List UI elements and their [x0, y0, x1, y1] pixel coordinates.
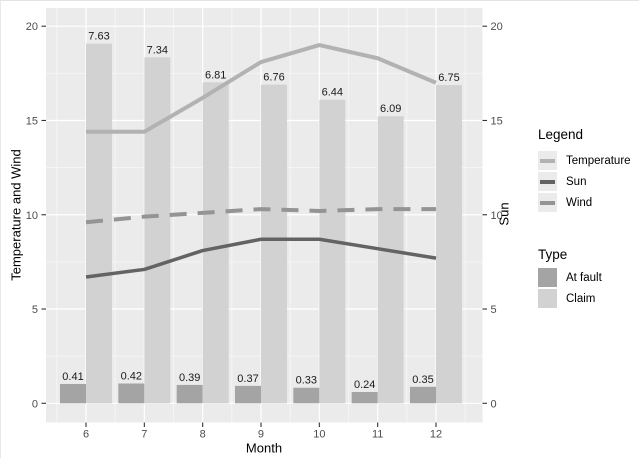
- bar-at-fault-month-9: [234, 385, 261, 404]
- x-tick-label: 9: [258, 429, 264, 441]
- legend: Legend Temperature Sun Wind Type At fault C…: [538, 121, 631, 310]
- axis-ticks: 0 0 5 5 10 10 15 15 20 20 6 7 8 9 10 11 12: [26, 21, 503, 440]
- legend-label: Temperature: [566, 154, 631, 167]
- x-tick-label: 6: [83, 429, 89, 441]
- y-axis-title-left: Temperature and Wind: [8, 149, 24, 281]
- x-tick-label: 7: [141, 429, 147, 441]
- y-tick-label-left: 5: [32, 304, 38, 316]
- legend-label: Claim: [566, 292, 596, 305]
- legend-key-at-fault: [538, 268, 557, 287]
- bar-label-at-fault-month-8: 0.39: [179, 372, 200, 384]
- wind-line: [85, 207, 436, 225]
- y-tick-label-left: 20: [26, 21, 38, 33]
- bar-claim-month-10: [319, 99, 346, 404]
- x-axis-title: Month: [245, 440, 283, 456]
- bar-label-at-fault-month-10: 0.33: [296, 375, 317, 387]
- bar-label-claim-month-12: 6.75: [438, 72, 459, 84]
- bar-label-at-fault-month-11: 0.24: [354, 379, 375, 391]
- y-tick-label-right: 10: [491, 210, 503, 222]
- legend-fill-items: At fault Claim: [538, 268, 631, 308]
- bar-label-at-fault-month-12: 0.35: [412, 374, 433, 386]
- y-tick-label-right: 20: [491, 21, 503, 33]
- legend-item-at-fault: At fault: [538, 268, 631, 287]
- bar-at-fault-month-12: [409, 386, 436, 404]
- bar-at-fault-month-7: [118, 383, 145, 404]
- y-tick-label-right: 15: [491, 115, 503, 127]
- bar-label-claim-month-11: 6.09: [380, 103, 401, 115]
- legend-item-temperature: Temperature: [538, 151, 631, 170]
- legend-key-claim: [538, 289, 557, 308]
- bar-label-claim-month-9: 6.76: [263, 72, 284, 84]
- bar-at-fault-month-6: [60, 383, 86, 404]
- x-tick-label: 10: [313, 429, 325, 441]
- legend-key-sun: [538, 172, 557, 191]
- legend-line-swatch: [540, 179, 555, 184]
- bar-at-fault-month-10: [293, 387, 320, 404]
- y-tick-label-left: 10: [26, 210, 38, 222]
- bar-label-at-fault-month-6: 0.41: [62, 371, 83, 383]
- legend-line-items: Temperature Sun Wind: [538, 151, 631, 212]
- legend-item-sun: Sun: [538, 172, 631, 191]
- bar-claim-month-8: [202, 82, 229, 404]
- legend-key-wind: [538, 193, 557, 212]
- bar-claim-month-9: [260, 84, 287, 404]
- legend-type-title: Type: [538, 247, 568, 262]
- legend-label: Sun: [566, 175, 587, 188]
- legend-key-temperature: [538, 151, 557, 170]
- x-tick-label: 8: [200, 429, 206, 441]
- x-tick-label: 11: [372, 429, 383, 441]
- legend-line-swatch: [540, 200, 555, 205]
- bar-label-claim-month-10: 6.44: [322, 87, 343, 99]
- y-axis-title-right: Sun: [496, 202, 512, 226]
- bar-at-fault-month-11: [351, 391, 378, 404]
- bar-claim-month-11: [377, 116, 404, 404]
- y-tick-label-right: 0: [491, 398, 497, 410]
- legend-lines-title: Legend: [538, 127, 584, 142]
- bar-label-claim-month-7: 7.34: [147, 44, 168, 56]
- temperature-line: [86, 43, 437, 134]
- bar-label-at-fault-month-9: 0.37: [237, 373, 258, 385]
- bar-claim-month-12: [435, 85, 462, 404]
- bar-value-labels: 0.41 0.42 0.39 0.37 0.33 0.24 0.35 7.63 7.34 6.81…: [62, 31, 459, 391]
- legend-item-wind: Wind: [538, 193, 631, 212]
- bar-label-claim-month-8: 6.81: [205, 69, 226, 81]
- sun-line: [85, 237, 437, 279]
- bar-at-fault-month-8: [176, 384, 203, 404]
- bar-label-claim-month-6: 7.63: [88, 31, 109, 43]
- x-tick-label: 12: [430, 429, 442, 441]
- y-tick-label-left: 15: [26, 115, 38, 127]
- legend-label: Wind: [566, 196, 593, 209]
- legend-line-swatch: [540, 158, 555, 163]
- legend-label: At fault: [566, 271, 602, 284]
- bars-at-fault: [60, 383, 436, 404]
- bar-claim-month-7: [144, 57, 171, 404]
- y-tick-label-left: 0: [32, 398, 38, 410]
- bar-label-at-fault-month-7: 0.42: [121, 371, 142, 383]
- y-tick-label-right: 5: [491, 304, 497, 316]
- legend-item-claim: Claim: [538, 289, 631, 308]
